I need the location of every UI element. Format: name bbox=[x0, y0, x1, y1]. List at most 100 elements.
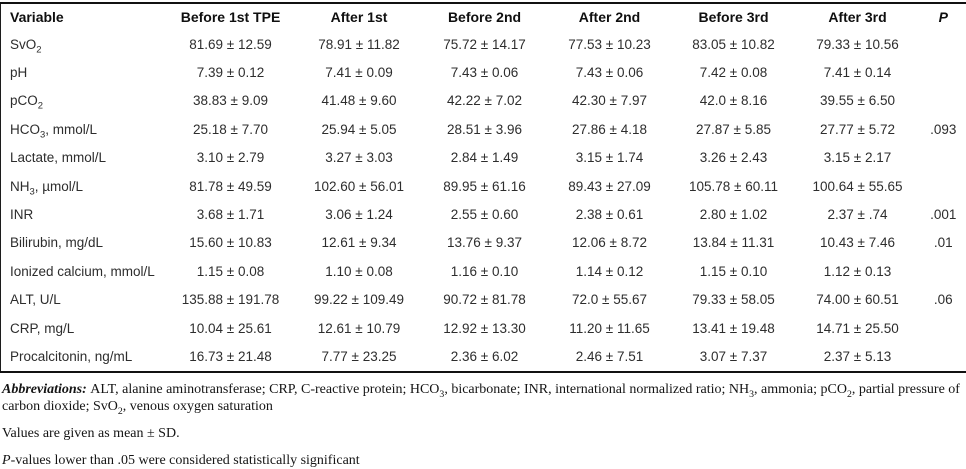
cell-after-3rd: 27.77 ± 5.72 bbox=[795, 115, 921, 143]
column-header-after-1st: After 1st bbox=[296, 3, 423, 30]
cell-before-1st-tpe: 16.73 ± 21.48 bbox=[166, 342, 296, 371]
text-segment: pCO bbox=[10, 93, 38, 108]
cell-p-value bbox=[921, 314, 966, 342]
cell-variable: ALT, U/L bbox=[1, 286, 166, 314]
cell-variable: NH3, µmol/L bbox=[1, 172, 166, 200]
text-segment: Lactate, mmol/L bbox=[10, 150, 106, 165]
column-header-after-2nd: After 2nd bbox=[547, 3, 673, 30]
text-segment: Ionized calcium, mmol/L bbox=[10, 264, 155, 279]
cell-before-3rd: 3.07 ± 7.37 bbox=[673, 342, 795, 371]
cell-after-2nd: 1.14 ± 0.12 bbox=[547, 257, 673, 285]
cell-variable: CRP, mg/L bbox=[1, 314, 166, 342]
cell-variable: Lactate, mmol/L bbox=[1, 144, 166, 172]
text-segment: , mmol/L bbox=[45, 122, 97, 137]
cell-after-1st: 3.06 ± 1.24 bbox=[296, 200, 423, 228]
cell-after-2nd: 72.0 ± 55.67 bbox=[547, 286, 673, 314]
cell-before-2nd: 1.16 ± 0.10 bbox=[423, 257, 547, 285]
text-segment: Values are given as mean ± SD. bbox=[2, 426, 180, 441]
text-segment: , bicarbonate; INR, international normal… bbox=[444, 382, 749, 397]
cell-after-2nd: 27.86 ± 4.18 bbox=[547, 115, 673, 143]
cell-after-1st: 78.91 ± 11.82 bbox=[296, 30, 423, 58]
text-segment: , ammonia; pCO bbox=[754, 382, 847, 397]
cell-before-2nd: 2.84 ± 1.49 bbox=[423, 144, 547, 172]
text-segment: NH bbox=[10, 179, 30, 194]
cell-before-1st-tpe: 1.15 ± 0.08 bbox=[166, 257, 296, 285]
cell-after-1st: 12.61 ± 9.34 bbox=[296, 229, 423, 257]
cell-after-2nd: 42.30 ± 7.97 bbox=[547, 87, 673, 115]
text-segment: -values lower than .05 were considered s… bbox=[11, 453, 360, 468]
cell-before-2nd: 13.76 ± 9.37 bbox=[423, 229, 547, 257]
cell-after-1st: 99.22 ± 109.49 bbox=[296, 286, 423, 314]
cell-before-3rd: 83.05 ± 10.82 bbox=[673, 30, 795, 58]
text-segment: Procalcitonin, ng/mL bbox=[10, 349, 132, 364]
cell-before-1st-tpe: 135.88 ± 191.78 bbox=[166, 286, 296, 314]
cell-after-3rd: 39.55 ± 6.50 bbox=[795, 87, 921, 115]
cell-after-1st: 25.94 ± 5.05 bbox=[296, 115, 423, 143]
column-header-p: P bbox=[921, 3, 966, 30]
cell-variable: Bilirubin, mg/dL bbox=[1, 229, 166, 257]
cell-p-value bbox=[921, 30, 966, 58]
cell-after-1st: 12.61 ± 10.79 bbox=[296, 314, 423, 342]
cell-after-3rd: 79.33 ± 10.56 bbox=[795, 30, 921, 58]
column-header-before-2nd: Before 2nd bbox=[423, 3, 547, 30]
text-segment: ALT, alanine aminotransferase; CRP, C-re… bbox=[90, 382, 439, 397]
text-segment: CRP, mg/L bbox=[10, 321, 74, 336]
text-segment: HCO bbox=[10, 122, 40, 137]
cell-after-3rd: 2.37 ± 5.13 bbox=[795, 342, 921, 371]
cell-before-3rd: 42.0 ± 8.16 bbox=[673, 87, 795, 115]
cell-before-3rd: 1.15 ± 0.10 bbox=[673, 257, 795, 285]
cell-before-3rd: 79.33 ± 58.05 bbox=[673, 286, 795, 314]
cell-before-3rd: 7.42 ± 0.08 bbox=[673, 58, 795, 86]
cell-after-3rd: 2.37 ± .74 bbox=[795, 200, 921, 228]
footnote-values-note: Values are given as mean ± SD. bbox=[2, 425, 964, 443]
cell-after-2nd: 12.06 ± 8.72 bbox=[547, 229, 673, 257]
text-segment: INR bbox=[10, 207, 33, 222]
cell-after-3rd: 10.43 ± 7.46 bbox=[795, 229, 921, 257]
cell-after-2nd: 77.53 ± 10.23 bbox=[547, 30, 673, 58]
cell-variable: HCO3, mmol/L bbox=[1, 115, 166, 143]
cell-before-2nd: 75.72 ± 14.17 bbox=[423, 30, 547, 58]
cell-after-1st: 7.77 ± 23.25 bbox=[296, 342, 423, 371]
cell-variable: pH bbox=[1, 58, 166, 86]
text-segment: Bilirubin, mg/dL bbox=[10, 235, 103, 250]
text-segment: , µmol/L bbox=[35, 179, 83, 194]
column-header-before-3rd: Before 3rd bbox=[673, 3, 795, 30]
cell-before-1st-tpe: 7.39 ± 0.12 bbox=[166, 58, 296, 86]
cell-variable: SvO2 bbox=[1, 30, 166, 58]
cell-p-value bbox=[921, 257, 966, 285]
cell-before-2nd: 7.43 ± 0.06 bbox=[423, 58, 547, 86]
cell-after-1st: 1.10 ± 0.08 bbox=[296, 257, 423, 285]
cell-variable: Procalcitonin, ng/mL bbox=[1, 342, 166, 371]
cell-p-value bbox=[921, 144, 966, 172]
cell-after-3rd: 7.41 ± 0.14 bbox=[795, 58, 921, 86]
cell-after-1st: 7.41 ± 0.09 bbox=[296, 58, 423, 86]
cell-after-3rd: 1.12 ± 0.13 bbox=[795, 257, 921, 285]
text-segment: SvO bbox=[10, 37, 36, 52]
cell-p-value bbox=[921, 87, 966, 115]
text-segment: Abbreviations: bbox=[2, 382, 90, 397]
cell-variable: INR bbox=[1, 200, 166, 228]
cell-variable: Ionized calcium, mmol/L bbox=[1, 257, 166, 285]
cell-after-2nd: 2.46 ± 7.51 bbox=[547, 342, 673, 371]
cell-before-1st-tpe: 38.83 ± 9.09 bbox=[166, 87, 296, 115]
cell-before-1st-tpe: 3.10 ± 2.79 bbox=[166, 144, 296, 172]
cell-p-value bbox=[921, 342, 966, 371]
table-footnotes: Abbreviations: ALT, alanine aminotransfe… bbox=[0, 373, 966, 469]
cell-before-3rd: 27.87 ± 5.85 bbox=[673, 115, 795, 143]
cell-before-2nd: 2.36 ± 6.02 bbox=[423, 342, 547, 371]
subscript-text: 2 bbox=[36, 44, 41, 55]
cell-p-value: .01 bbox=[921, 229, 966, 257]
cell-after-2nd: 3.15 ± 1.74 bbox=[547, 144, 673, 172]
cell-after-1st: 41.48 ± 9.60 bbox=[296, 87, 423, 115]
cell-variable: pCO2 bbox=[1, 87, 166, 115]
cell-before-1st-tpe: 81.69 ± 12.59 bbox=[166, 30, 296, 58]
